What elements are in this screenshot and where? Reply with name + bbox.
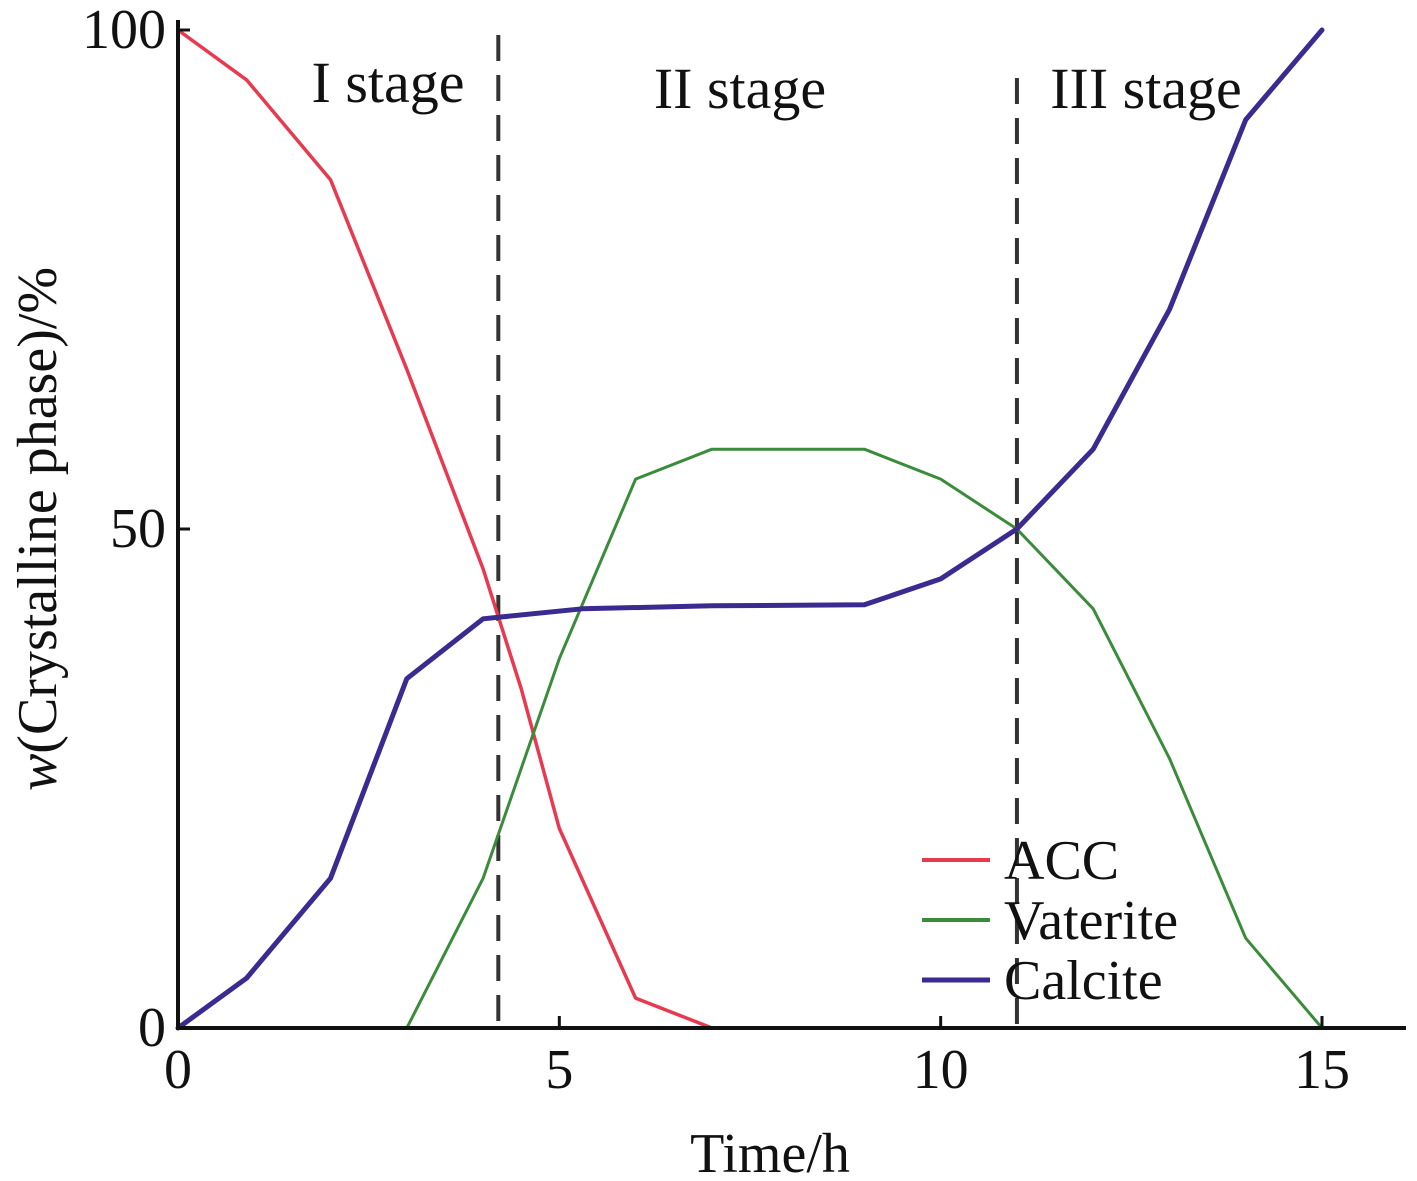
y-axis-title-rest: (Crystalline phase)/% xyxy=(7,267,69,754)
y-tick-label: 50 xyxy=(110,498,166,560)
axes xyxy=(176,20,1406,1030)
y-tick-label: 0 xyxy=(138,997,166,1059)
y-axis-title-italic: w xyxy=(7,754,69,791)
x-tick-label: 10 xyxy=(913,1039,969,1101)
y-tick-label: 100 xyxy=(82,0,166,61)
stage-label-2: II stage xyxy=(654,56,826,121)
series-line-acc xyxy=(176,28,714,1030)
series-line-vaterite xyxy=(176,447,1324,1030)
stage-dividers xyxy=(496,35,1019,1026)
stage-label-1: I stage xyxy=(312,50,465,115)
legend-label-acc: ACC xyxy=(1004,830,1119,892)
stage-label-3: III stage xyxy=(1050,56,1242,121)
ticks: 0 5 10 15 0 50 100 xyxy=(82,0,1350,1101)
series-line-calcite xyxy=(175,27,1325,1031)
y-axis-title: w(Crystalline phase)/% xyxy=(7,267,69,791)
legend-label-vaterite: Vaterite xyxy=(1004,890,1178,952)
legend-label-calcite: Calcite xyxy=(1004,950,1163,1012)
x-tick-label: 15 xyxy=(1294,1039,1350,1101)
x-tick-label: 0 xyxy=(164,1039,192,1101)
x-axis-title: Time/h xyxy=(690,1123,850,1181)
series-lines xyxy=(175,27,1325,1031)
x-tick-label: 5 xyxy=(545,1039,573,1101)
